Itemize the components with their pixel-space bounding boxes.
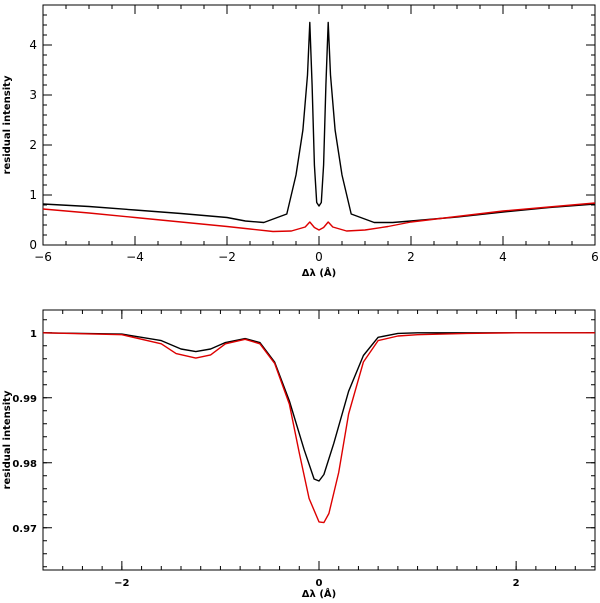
x-tick-label: 2 xyxy=(407,250,415,264)
top-chart-y-axis-label: residual intensity xyxy=(2,75,13,174)
top-chart-x-ticks: −6 −4 −2 0 2 4 6 xyxy=(34,5,599,264)
bottom-chart-panel: −2 0 2 1 0.99 0.98 0.97 Δλ (Å) residual inten… xyxy=(2,309,596,600)
bottom-chart-series xyxy=(42,332,595,524)
top-chart-y-ticks: 0 1 2 3 4 xyxy=(29,4,595,252)
bottom-chart-x-axis-label: Δλ (Å) xyxy=(302,587,336,600)
x-tick-label: −2 xyxy=(114,578,129,589)
x-tick-label: 6 xyxy=(591,250,599,264)
x-tick-label: −4 xyxy=(126,250,144,264)
y-tick-label: 0 xyxy=(29,238,37,252)
y-tick-label: 0.99 xyxy=(12,394,37,405)
bottom-chart-x-ticks: −2 0 2 xyxy=(62,310,596,589)
y-tick-label: 0.98 xyxy=(12,459,37,470)
top-chart-panel: −6 −4 −2 0 2 4 6 0 1 2 3 4 Δλ (Å) residual intensi… xyxy=(2,4,599,279)
x-tick-label: 2 xyxy=(513,578,520,589)
bottom-chart-series-line-black xyxy=(42,332,595,482)
bottom-chart-y-ticks: 1 0.99 0.98 0.97 xyxy=(12,319,595,568)
top-chart-x-axis-label: Δλ (Å) xyxy=(302,266,336,279)
y-tick-label: 4 xyxy=(29,38,37,52)
y-tick-label: 1 xyxy=(30,329,37,340)
y-tick-label: 0.97 xyxy=(12,524,37,535)
x-tick-label: −6 xyxy=(34,250,52,264)
top-chart-series xyxy=(42,21,596,233)
y-tick-label: 3 xyxy=(29,88,37,102)
y-tick-label: 1 xyxy=(29,188,37,202)
x-tick-label: 0 xyxy=(315,250,323,264)
bottom-chart-frame xyxy=(42,309,596,571)
x-tick-label: 0 xyxy=(316,578,323,589)
top-chart-series-line-black xyxy=(42,21,596,224)
top-chart-series-line-red xyxy=(42,202,596,233)
bottom-chart-series-line-red xyxy=(42,332,595,524)
x-tick-label: 4 xyxy=(499,250,507,264)
bottom-chart-y-axis-label: residual intensity xyxy=(2,390,13,489)
y-tick-label: 2 xyxy=(29,138,37,152)
x-tick-label: −2 xyxy=(218,250,236,264)
